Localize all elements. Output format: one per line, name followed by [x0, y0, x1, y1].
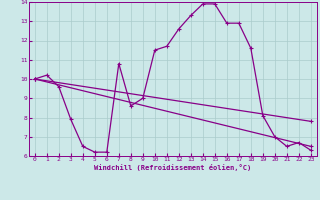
X-axis label: Windchill (Refroidissement éolien,°C): Windchill (Refroidissement éolien,°C)	[94, 164, 252, 171]
